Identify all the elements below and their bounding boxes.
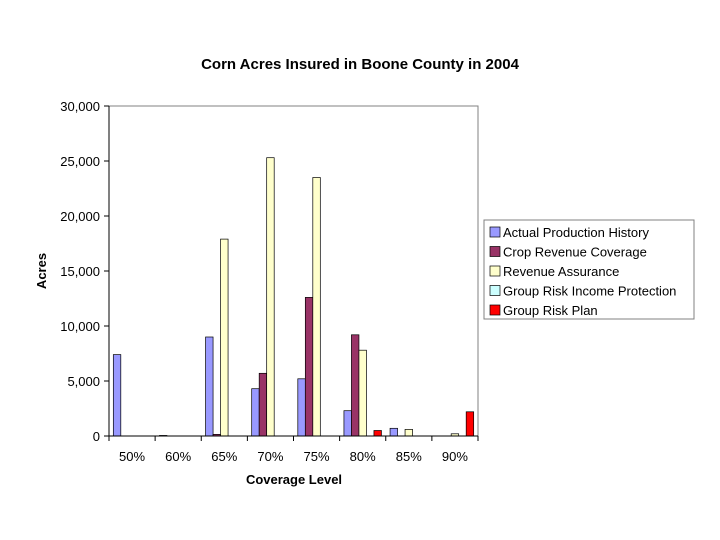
bar (373, 430, 382, 437)
legend-entry: Revenue Assurance (503, 264, 619, 279)
bar (112, 354, 122, 437)
bar (304, 297, 314, 437)
bar (205, 336, 214, 437)
x-tick-label: 70% (257, 449, 283, 464)
bar (465, 411, 475, 437)
legend-entry: Group Risk Income Protection (503, 284, 676, 299)
plot-frame (108, 105, 479, 437)
legend-entry: Actual Production History (503, 225, 649, 240)
bar (351, 334, 360, 437)
x-tick-label: 60% (165, 449, 191, 464)
legend-swatch (489, 246, 501, 257)
y-axis-label: Acres (34, 253, 49, 289)
legend-entry: Crop Revenue Coverage (503, 245, 647, 260)
bar (297, 378, 306, 437)
x-tick-label: 80% (350, 449, 376, 464)
bar (404, 429, 413, 437)
legend: Actual Production History Crop Revenue Co… (483, 219, 695, 320)
legend-swatch (489, 304, 501, 316)
chart-title: Corn Acres Insured in Boone County in 20… (201, 56, 519, 73)
y-tick-label: 5,000 (67, 374, 100, 389)
bar (343, 410, 352, 437)
plot-area (108, 105, 479, 437)
x-axis-label: Coverage Level (246, 472, 342, 487)
y-tick-label: 10,000 (60, 319, 100, 334)
y-tick-label: 15,000 (60, 264, 100, 279)
bar (358, 349, 367, 437)
legend-box (483, 219, 695, 320)
y-axis: 0 5,000 10,000 15,000 20,000 25,000 30,000 (60, 99, 110, 444)
legend-entry: Group Risk Plan (503, 303, 598, 318)
bar (220, 238, 229, 437)
y-tick-label: 25,000 (60, 154, 100, 169)
x-tick-label: 85% (396, 449, 422, 464)
x-tick-label: 75% (304, 449, 330, 464)
bar (251, 388, 260, 437)
x-tick-label: 65% (211, 449, 237, 464)
y-tick-label: 30,000 (60, 99, 100, 114)
x-axis: 50% 60% 65% 70% 75% 80% 85% 90% (108, 435, 479, 464)
x-tick-label: 50% (119, 449, 145, 464)
bar (266, 157, 275, 437)
x-tick-label: 90% (442, 449, 468, 464)
legend-swatch (489, 265, 501, 277)
bar (258, 372, 268, 437)
y-tick-label: 20,000 (60, 209, 100, 224)
bar (312, 177, 321, 437)
legend-swatch (489, 226, 501, 238)
y-tick-label: 0 (93, 429, 100, 444)
bar (389, 427, 398, 437)
legend-swatch (489, 285, 501, 296)
